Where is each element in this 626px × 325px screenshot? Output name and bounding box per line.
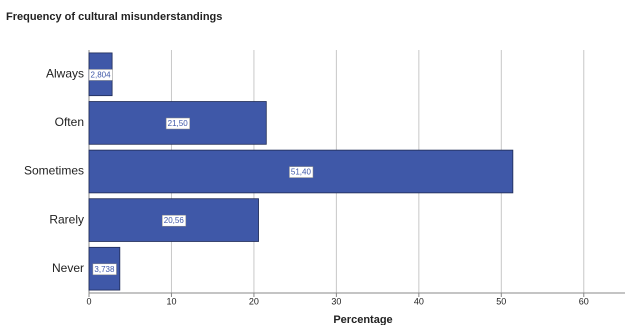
y-tick-label: Often: [55, 115, 84, 129]
value-label: 20,56: [164, 216, 185, 225]
bar: [88, 198, 259, 242]
x-tick-label: 40: [414, 296, 424, 306]
value-label-box: [88, 69, 113, 81]
x-tick-label: 10: [166, 296, 176, 306]
y-tick-label: Rarely: [49, 212, 84, 226]
y-tick-label: Never: [52, 261, 84, 275]
value-label: 51,40: [291, 168, 312, 177]
chart-title: Frequency of cultural misunderstandings: [6, 11, 222, 23]
x-tick-label: 20: [249, 296, 259, 306]
x-tick-label: 50: [496, 296, 506, 306]
value-label-box: [165, 117, 190, 130]
value-label-box: [162, 214, 187, 227]
value-label-box: [289, 166, 314, 178]
y-tick-label: Sometimes: [24, 164, 84, 178]
y-tick-label: Always: [46, 66, 84, 80]
bar: [88, 101, 267, 145]
x-tick-label: 30: [331, 296, 341, 306]
x-tick-label: 0: [86, 296, 91, 306]
value-label: 21,50: [168, 119, 189, 128]
value-label: 2,804: [91, 70, 112, 79]
x-axis-label: Percentage: [333, 314, 392, 325]
value-label: 3,738: [94, 265, 115, 274]
x-tick-label: 60: [579, 296, 589, 306]
value-label-box: [92, 263, 117, 276]
